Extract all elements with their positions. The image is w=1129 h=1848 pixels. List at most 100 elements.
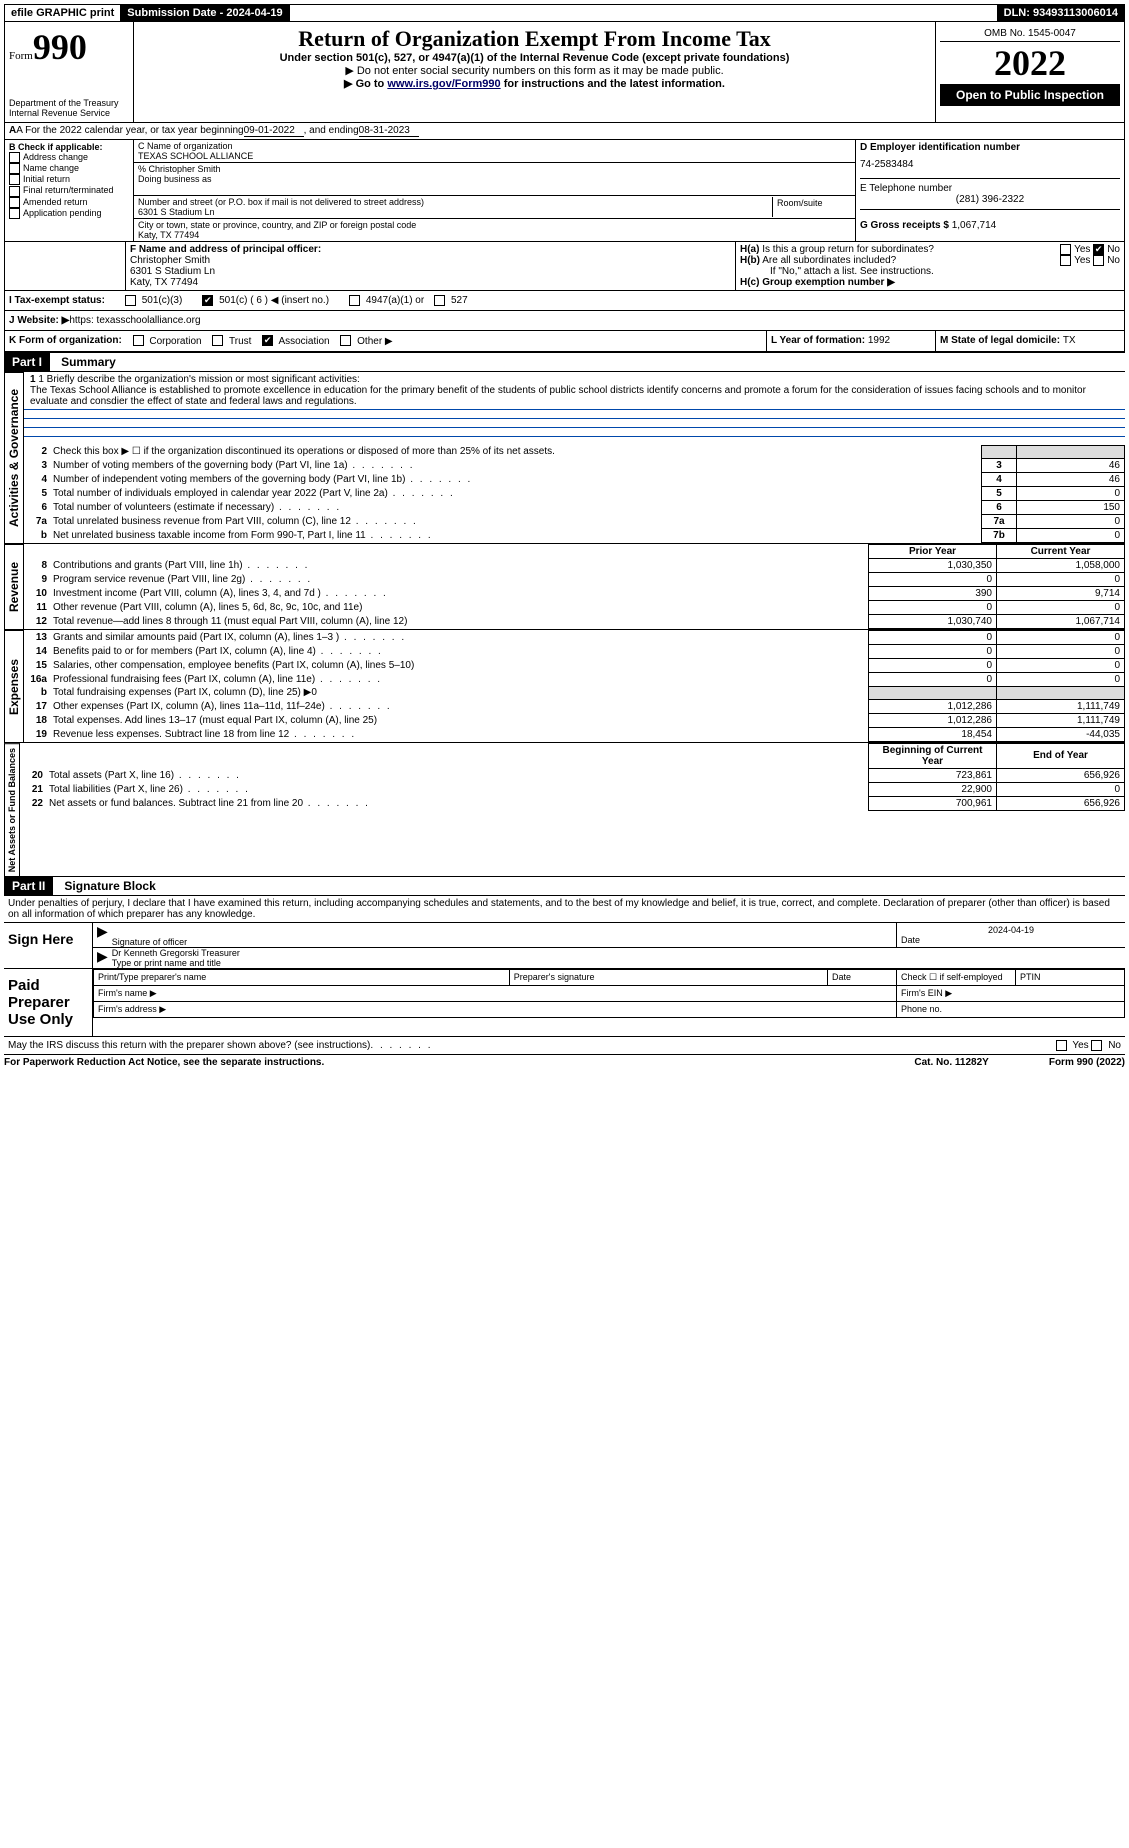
website-url: https: texasschoolalliance.org: [69, 315, 200, 326]
form-header: Form990 Department of the Treasury Inter…: [4, 22, 1125, 123]
form-subtitle: Under section 501(c), 527, or 4947(a)(1)…: [142, 52, 927, 64]
line18-py: 1,012,286: [869, 713, 997, 727]
omb-number: OMB No. 1545-0047: [940, 26, 1120, 42]
line7a-val: 0: [1017, 514, 1125, 528]
current-year-header: Current Year: [997, 544, 1125, 558]
mission-text: The Texas School Alliance is established…: [30, 385, 1119, 407]
vtab-revenue: Revenue: [4, 544, 24, 629]
ptin-label: PTIN: [1016, 969, 1125, 985]
line15-py: 0: [869, 658, 997, 672]
state-domicile: TX: [1063, 335, 1076, 346]
line8-cy: 1,058,000: [997, 558, 1125, 572]
section-i: I Tax-exempt status: 501(c)(3) ✔ 501(c) …: [4, 291, 1125, 311]
line20-eoy: 656,926: [997, 768, 1125, 782]
may-discuss-label: May the IRS discuss this return with the…: [8, 1040, 370, 1051]
line14-cy: 0: [997, 644, 1125, 658]
group-exemption: H(c) Group exemption number ▶: [740, 277, 895, 288]
street-address: 6301 S Stadium Ln: [138, 207, 772, 217]
firm-name-label: Firm's name ▶: [94, 985, 897, 1001]
efile-label: efile GRAPHIC print: [5, 5, 121, 21]
section-j: J Website: ▶ https: texasschoolalliance.…: [4, 311, 1125, 331]
section-f: F Name and address of principal officer:…: [126, 242, 735, 290]
line19-cy: -44,035: [997, 727, 1125, 741]
line4-val: 46: [1017, 472, 1125, 486]
irs-label: Internal Revenue Service: [9, 108, 129, 118]
sig-officer-label: Signature of officer: [112, 923, 896, 947]
line11-py: 0: [869, 600, 997, 614]
page-footer: For Paperwork Reduction Act Notice, see …: [4, 1055, 1125, 1070]
section-l: L Year of formation: 1992: [766, 331, 935, 350]
line21-boy: 22,900: [869, 782, 997, 796]
line22-boy: 700,961: [869, 796, 997, 810]
line18-cy: 1,111,749: [997, 713, 1125, 727]
line19-py: 18,454: [869, 727, 997, 741]
phone-value: (281) 396-2322: [860, 194, 1120, 205]
line14-py: 0: [869, 644, 997, 658]
line8-py: 1,030,350: [869, 558, 997, 572]
line7b-val: 0: [1017, 528, 1125, 542]
dept-treasury: Department of the Treasury: [9, 98, 129, 108]
submission-date: Submission Date - 2024-04-19: [121, 5, 289, 21]
line13-py: 0: [869, 630, 997, 644]
line6-val: 150: [1017, 500, 1125, 514]
vtab-governance: Activities & Governance: [4, 372, 24, 543]
line10-py: 390: [869, 586, 997, 600]
cb-name-change: Name change: [23, 163, 79, 173]
org-name: TEXAS SCHOOL ALLIANCE: [138, 151, 851, 161]
gross-receipts: 1,067,714: [952, 220, 997, 231]
form-title: Return of Organization Exempt From Incom…: [142, 26, 927, 52]
line5-val: 0: [1017, 486, 1125, 500]
room-suite: Room/suite: [772, 197, 851, 217]
form-number: 990: [33, 27, 87, 67]
firm-addr-label: Firm's address ▶: [94, 1001, 897, 1017]
paperwork-notice: For Paperwork Reduction Act Notice, see …: [4, 1057, 324, 1068]
boy-header: Beginning of Current Year: [869, 743, 997, 768]
sig-date-val: 2024-04-19: [901, 925, 1121, 935]
gross-receipts-label: G Gross receipts $: [860, 220, 952, 231]
prior-year-header: Prior Year: [869, 544, 997, 558]
care-of: % Christopher Smith: [138, 164, 851, 174]
line17-py: 1,012,286: [869, 699, 997, 713]
top-bar: efile GRAPHIC print Submission Date - 20…: [4, 4, 1125, 22]
cb-address-change: Address change: [23, 152, 88, 162]
irs-link[interactable]: www.irs.gov/Form990: [387, 78, 500, 90]
declaration-text: Under penalties of perjury, I declare th…: [4, 896, 1125, 922]
tax-year: 2022: [940, 42, 1120, 84]
city-state-zip: Katy, TX 77494: [138, 230, 851, 240]
year-formation: 1992: [868, 335, 890, 346]
cb-app-pending: Application pending: [23, 208, 102, 218]
dln: DLN: 93493113006014: [997, 5, 1124, 21]
section-h: H(a) Is this a group return for subordin…: [735, 242, 1124, 290]
part-i-header: Part I Summary: [4, 352, 1125, 372]
ein-value: 74-2583484: [860, 153, 1120, 170]
q2-text: Check this box ▶ ☐ if the organization d…: [50, 445, 982, 458]
cat-number: Cat. No. 11282Y: [914, 1057, 988, 1068]
line17-cy: 1,111,749: [997, 699, 1125, 713]
section-k: K Form of organization: Corporation Trus…: [5, 331, 766, 350]
entity-block: B Check if applicable: Address change Na…: [4, 140, 1125, 242]
line9-py: 0: [869, 572, 997, 586]
year-begin: 09-01-2022: [244, 125, 304, 137]
line22-eoy: 656,926: [997, 796, 1125, 810]
officer-street: 6301 S Stadium Ln: [130, 266, 731, 277]
open-inspection: Open to Public Inspection: [940, 84, 1120, 106]
year-end: 08-31-2023: [359, 125, 419, 137]
sig-date-label: Date: [901, 935, 1121, 945]
sign-here-label: Sign Here: [4, 923, 92, 968]
line16a-py: 0: [869, 672, 997, 686]
line16a-cy: 0: [997, 672, 1125, 686]
line9-cy: 0: [997, 572, 1125, 586]
vtab-netassets: Net Assets or Fund Balances: [4, 743, 20, 876]
q1-label: 1 Briefly describe the organization's mi…: [38, 374, 360, 385]
section-c: C Name of organization TEXAS SCHOOL ALLI…: [134, 140, 855, 241]
line12-cy: 1,067,714: [997, 614, 1125, 628]
line12-py: 1,030,740: [869, 614, 997, 628]
phone-label: E Telephone number: [860, 183, 1120, 194]
cb-amended: Amended return: [23, 197, 88, 207]
prep-sig-label: Preparer's signature: [509, 969, 827, 985]
section-m: M State of legal domicile: TX: [935, 331, 1124, 350]
form-prefix: Form: [9, 50, 33, 62]
firm-ein-label: Firm's EIN ▶: [897, 985, 1125, 1001]
eoy-header: End of Year: [997, 743, 1125, 768]
prep-name-label: Print/Type preparer's name: [94, 969, 510, 985]
